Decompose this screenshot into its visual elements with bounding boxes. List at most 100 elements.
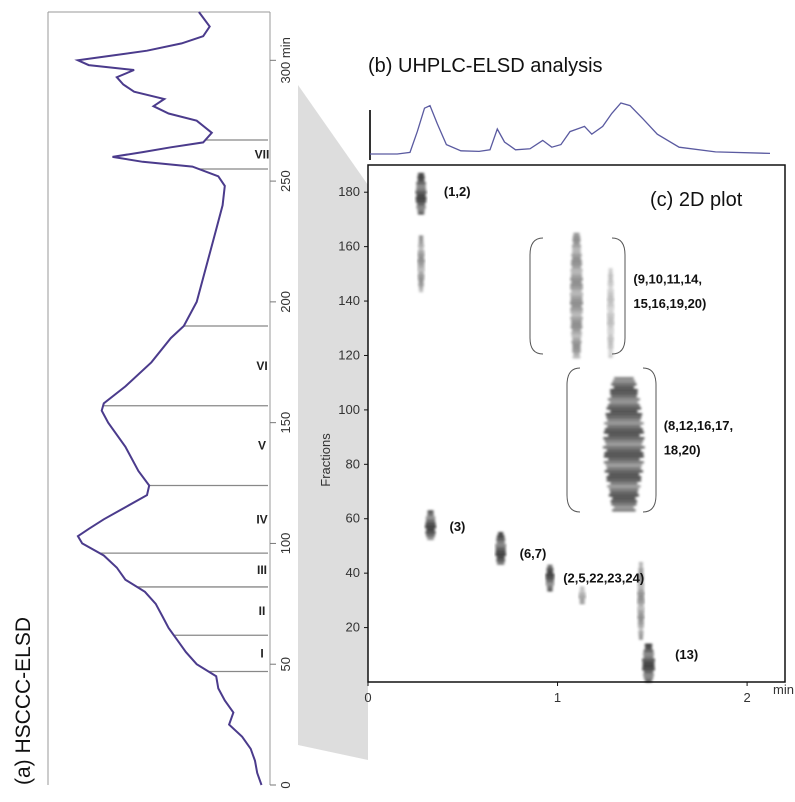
spot-stripe bbox=[579, 601, 585, 604]
spot-stripe bbox=[610, 389, 638, 392]
spot-stripe bbox=[603, 437, 645, 440]
spot-stripe bbox=[546, 567, 554, 571]
spot-stripe bbox=[607, 283, 614, 286]
spot-stripe bbox=[496, 556, 505, 559]
spot-stripe bbox=[610, 491, 638, 494]
spot-stripe bbox=[637, 577, 644, 580]
spot-stripe bbox=[418, 256, 425, 259]
spot-stripe bbox=[639, 565, 643, 568]
spot-stripe bbox=[570, 326, 583, 329]
spot-stripe bbox=[496, 541, 505, 544]
spot-stripe bbox=[608, 352, 613, 355]
spot-stripe bbox=[604, 461, 644, 464]
y-tick-label: 60 bbox=[346, 511, 360, 526]
spot-stripe bbox=[425, 522, 436, 525]
spot-stripe bbox=[417, 259, 425, 262]
spot-stripe bbox=[608, 277, 613, 280]
fraction-label: IV bbox=[256, 512, 267, 526]
spot-stripe bbox=[416, 182, 426, 185]
spot-stripe bbox=[417, 212, 425, 215]
spot-stripe bbox=[607, 485, 641, 488]
spot-stripe bbox=[610, 395, 637, 398]
spot-stripe bbox=[642, 664, 655, 668]
spot-stripe bbox=[605, 464, 642, 467]
spot-stripe bbox=[607, 425, 641, 428]
x-tick-label: 1 bbox=[554, 690, 561, 705]
spot bbox=[545, 564, 555, 592]
spot-annotation: 18,20) bbox=[664, 443, 701, 458]
spot-stripe bbox=[607, 419, 641, 422]
spot-stripe bbox=[610, 410, 638, 413]
spot-stripe bbox=[416, 206, 426, 209]
spot-stripe bbox=[545, 576, 555, 580]
spot-stripe bbox=[611, 383, 637, 386]
spot-stripe bbox=[570, 308, 583, 311]
spot-stripe bbox=[418, 271, 424, 274]
spot-stripe bbox=[416, 188, 426, 191]
spot-stripe bbox=[426, 528, 435, 531]
spot-stripe bbox=[639, 637, 643, 640]
x-axis-label: min bbox=[773, 682, 794, 697]
time-tick-label: 150 bbox=[278, 412, 293, 434]
spot-stripe bbox=[570, 284, 583, 287]
spot-stripe bbox=[570, 311, 583, 314]
spot-stripe bbox=[637, 616, 645, 619]
spot-stripe bbox=[418, 277, 425, 280]
spot-stripe bbox=[612, 509, 636, 512]
spot-stripe bbox=[570, 278, 583, 281]
spot-annotation: (6,7) bbox=[520, 546, 547, 561]
spot-stripe bbox=[607, 304, 615, 307]
spot-stripe bbox=[604, 470, 643, 473]
fraction-label: III bbox=[257, 563, 267, 577]
hsccc-trace bbox=[74, 11, 263, 786]
bracket-right-bottom bbox=[642, 367, 657, 513]
spot-stripe bbox=[643, 655, 654, 659]
y-tick-label: 160 bbox=[338, 239, 360, 254]
spot-stripe bbox=[607, 398, 640, 401]
spot-stripe bbox=[607, 310, 614, 313]
spot-stripe bbox=[607, 325, 614, 328]
spot-stripe bbox=[426, 534, 435, 537]
spot-stripe bbox=[570, 296, 583, 299]
spot-stripe bbox=[638, 619, 644, 622]
y-tick-label: 140 bbox=[338, 293, 360, 308]
y-tick-label: 40 bbox=[346, 565, 360, 580]
spot-stripe bbox=[571, 263, 582, 266]
fraction-label: VII bbox=[255, 148, 270, 162]
spot-stripe bbox=[642, 667, 655, 671]
spot-annotation: (2,5,22,23,24) bbox=[563, 571, 644, 586]
spot-stripe bbox=[417, 250, 425, 253]
spot-stripe bbox=[496, 535, 505, 538]
spot-stripe bbox=[498, 532, 504, 535]
spot-stripe bbox=[605, 413, 643, 416]
spot-stripe bbox=[609, 488, 639, 491]
spot-stripe bbox=[571, 332, 582, 335]
spot-stripe bbox=[637, 622, 644, 625]
panel-a-label: (a) HSCCC-ELSD bbox=[12, 617, 35, 785]
spot-stripe bbox=[418, 286, 424, 289]
spot-stripe bbox=[612, 497, 636, 500]
spot-annotation: (9,10,11,14, bbox=[633, 271, 702, 286]
spot bbox=[578, 586, 586, 604]
spot-stripe bbox=[643, 673, 654, 677]
spot bbox=[417, 235, 425, 292]
spot-stripe bbox=[638, 631, 644, 634]
bracket-left-top bbox=[529, 237, 544, 355]
x-tick-label: 0 bbox=[364, 690, 371, 705]
spot-stripe bbox=[607, 295, 614, 298]
spot-stripe bbox=[496, 538, 506, 541]
spot-stripe bbox=[418, 283, 424, 286]
spot bbox=[495, 532, 507, 565]
spot-stripe bbox=[579, 598, 585, 601]
spot-stripe bbox=[606, 313, 615, 316]
spot-annotation: (13) bbox=[675, 647, 698, 662]
spot-stripe bbox=[418, 280, 424, 283]
spot-stripe bbox=[415, 200, 427, 203]
spot-stripe bbox=[418, 247, 424, 250]
y-tick-label: 180 bbox=[338, 184, 360, 199]
fraction-label: VI bbox=[256, 359, 267, 373]
spot-stripe bbox=[415, 197, 427, 200]
spot bbox=[606, 268, 615, 358]
spot-stripe bbox=[578, 595, 586, 598]
